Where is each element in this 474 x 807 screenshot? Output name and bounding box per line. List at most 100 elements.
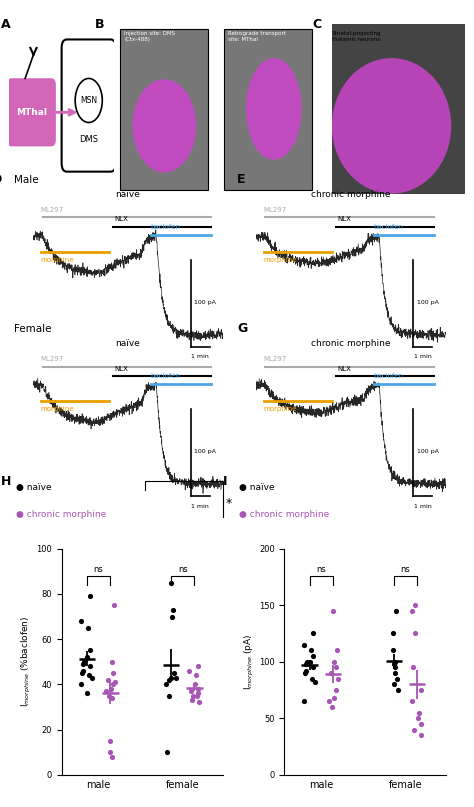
Text: ns: ns	[94, 565, 103, 574]
Point	[85, 669, 93, 682]
Point	[106, 734, 113, 747]
Point	[392, 661, 399, 674]
Point	[414, 712, 421, 725]
FancyBboxPatch shape	[8, 79, 55, 145]
Text: baclofen: baclofen	[374, 374, 403, 379]
Point	[330, 655, 338, 668]
Text: 1 min: 1 min	[414, 354, 432, 359]
Point	[171, 667, 178, 679]
Point	[194, 660, 202, 673]
Point	[165, 673, 173, 686]
Text: ML297: ML297	[264, 207, 287, 213]
Text: ML297: ML297	[41, 356, 64, 362]
Point	[80, 658, 87, 671]
Point	[332, 661, 339, 674]
Point	[301, 667, 309, 679]
Point	[195, 696, 202, 709]
Point	[187, 684, 195, 697]
Point	[302, 664, 310, 677]
Point	[109, 678, 117, 691]
Point	[328, 700, 336, 713]
Point	[325, 695, 333, 708]
Point	[188, 694, 196, 707]
Point	[309, 650, 316, 663]
Point	[109, 692, 116, 705]
Point	[106, 746, 113, 759]
Bar	[224, 29, 311, 190]
Point	[309, 661, 317, 674]
Point	[185, 664, 193, 677]
Point	[311, 675, 319, 688]
Point	[79, 664, 87, 677]
Point	[85, 621, 92, 634]
Text: morphine: morphine	[41, 406, 74, 412]
Point	[86, 644, 93, 657]
Text: baclofen: baclofen	[374, 224, 403, 230]
Text: chronic morphine: chronic morphine	[311, 339, 391, 348]
Point	[83, 687, 91, 700]
Text: H: H	[0, 475, 11, 488]
Point	[108, 751, 115, 763]
Point	[306, 655, 313, 668]
Point	[77, 678, 85, 691]
Point	[169, 604, 176, 617]
Point	[410, 723, 418, 736]
Bar	[120, 29, 208, 190]
Text: morphine: morphine	[41, 257, 74, 263]
FancyBboxPatch shape	[62, 40, 116, 172]
Text: ML297: ML297	[41, 207, 64, 213]
Text: B: B	[95, 18, 104, 31]
Point	[83, 650, 91, 663]
Point	[411, 599, 419, 612]
Point	[302, 658, 310, 671]
Point	[332, 684, 339, 696]
Text: MThal: MThal	[16, 108, 47, 117]
Text: NLX: NLX	[337, 216, 351, 222]
Point	[193, 689, 201, 702]
Point	[303, 655, 310, 668]
Point	[163, 678, 170, 691]
Point	[394, 684, 402, 696]
Point	[192, 669, 200, 682]
Point	[168, 610, 176, 623]
Text: DMS: DMS	[79, 135, 98, 144]
Point	[301, 638, 308, 651]
Y-axis label: I$_{morphine}$ (pA): I$_{morphine}$ (pA)	[243, 633, 256, 690]
Text: I: I	[223, 475, 228, 488]
Point	[391, 667, 399, 679]
Point	[393, 672, 401, 685]
Text: ● naïve: ● naïve	[239, 483, 275, 492]
Point	[172, 671, 179, 684]
Point	[389, 644, 397, 657]
Point	[418, 729, 425, 742]
Text: D: D	[0, 173, 2, 186]
Point	[107, 683, 115, 696]
Text: 100 pA: 100 pA	[194, 300, 216, 305]
Point	[167, 576, 175, 589]
Point	[109, 667, 117, 679]
Text: morphine: morphine	[264, 406, 297, 412]
Text: NLX: NLX	[115, 216, 128, 222]
Text: MSN: MSN	[80, 96, 97, 105]
Text: G: G	[237, 322, 247, 335]
Text: NLX: NLX	[115, 366, 128, 371]
Point	[78, 615, 85, 628]
Point	[86, 590, 94, 603]
Point	[409, 661, 417, 674]
Point	[415, 706, 422, 719]
Point	[389, 627, 397, 640]
Ellipse shape	[246, 58, 301, 160]
Point	[334, 672, 342, 685]
Text: ML297: ML297	[264, 356, 287, 362]
Point	[163, 746, 170, 759]
Point	[191, 678, 199, 691]
Point	[165, 689, 173, 702]
Text: naïve: naïve	[116, 190, 140, 199]
Point	[88, 671, 96, 684]
Point	[308, 644, 315, 657]
Text: chronic morphine: chronic morphine	[311, 190, 391, 199]
Text: Injection site: DMS
(Ctx-488): Injection site: DMS (Ctx-488)	[125, 31, 175, 42]
Text: *: *	[226, 497, 232, 510]
Point	[392, 604, 400, 617]
Point	[391, 655, 399, 668]
